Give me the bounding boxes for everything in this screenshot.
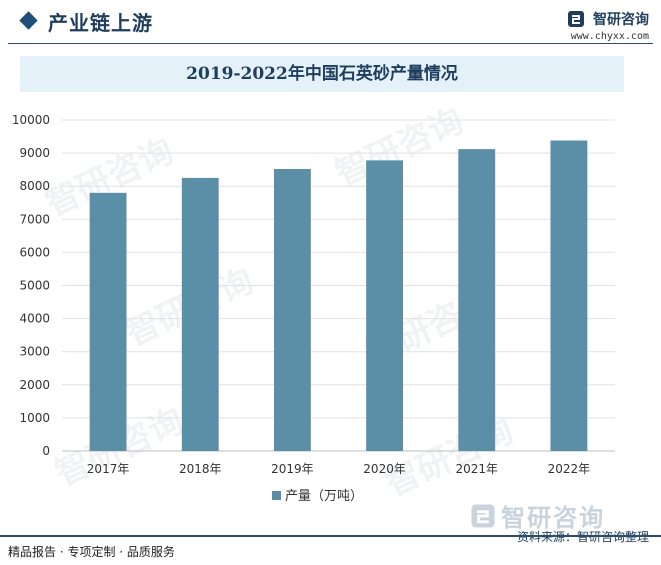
- y-tick-label: 9000: [19, 146, 50, 160]
- brand-name: 智研咨询: [593, 11, 649, 28]
- bar-chart: 0 1000 2000 3000 4000 5000 6000 7000 8000 9000 100…: [12, 113, 615, 504]
- x-tick-label: 2022年: [548, 462, 591, 476]
- bar: [181, 177, 219, 452]
- bottom-brand-watermark: 智研咨询: [470, 498, 605, 533]
- y-tick-label: 8000: [19, 179, 50, 193]
- footer-divider: [0, 535, 661, 537]
- x-tick-label: 2017年: [87, 462, 130, 476]
- bottom-brand-name: 智研咨询: [501, 504, 606, 532]
- bar: [273, 168, 311, 451]
- y-tick-label: 4000: [19, 312, 50, 326]
- brand-url: www.chyxx.com: [570, 30, 649, 42]
- source-note: 资料来源：智研咨询整理: [516, 530, 649, 544]
- x-tick-label: 2020年: [363, 462, 406, 476]
- y-tick-label: 7000: [19, 212, 50, 226]
- y-axis-ticks: 0 1000 2000 3000 4000 5000 6000 7000 8000 9000 100…: [12, 113, 50, 458]
- bar: [366, 160, 404, 451]
- y-tick-label: 6000: [19, 245, 50, 259]
- y-tick-label: 3000: [19, 345, 50, 359]
- section-title: 产业链上游: [48, 11, 153, 35]
- x-axis-ticks: 2017年 2018年 2019年 2020年 2021年 2022年: [87, 462, 590, 476]
- brand-logo-icon: [567, 10, 584, 27]
- y-tick-label: 1000: [19, 411, 50, 425]
- bar: [458, 149, 496, 451]
- header-divider: [8, 43, 653, 44]
- y-tick-label: 0: [42, 444, 50, 458]
- footer-tagline: 精品报告 · 专项定制 · 品质服务: [8, 545, 175, 559]
- bar: [550, 140, 588, 451]
- bars: [89, 140, 588, 452]
- brand: 智研咨询 www.chyxx.com: [567, 8, 649, 42]
- legend-swatch: [272, 491, 281, 500]
- brand-logo-icon: [471, 503, 495, 528]
- x-tick-label: 2018年: [179, 462, 222, 476]
- y-tick-label: 10000: [12, 113, 50, 127]
- grid-lines: [62, 119, 615, 452]
- x-tick-label: 2019年: [271, 462, 314, 476]
- diamond-icon: [19, 11, 38, 30]
- y-tick-label: 5000: [19, 279, 50, 293]
- legend-label: 产量（万吨）: [285, 489, 363, 504]
- x-tick-label: 2021年: [455, 462, 498, 476]
- bar: [89, 192, 127, 451]
- header: 产业链上游: [0, 0, 661, 44]
- y-tick-label: 2000: [19, 378, 50, 392]
- chart-title: 2019-2022年中国石英砂产量情况: [20, 56, 624, 92]
- legend: 产量（万吨）: [272, 489, 363, 504]
